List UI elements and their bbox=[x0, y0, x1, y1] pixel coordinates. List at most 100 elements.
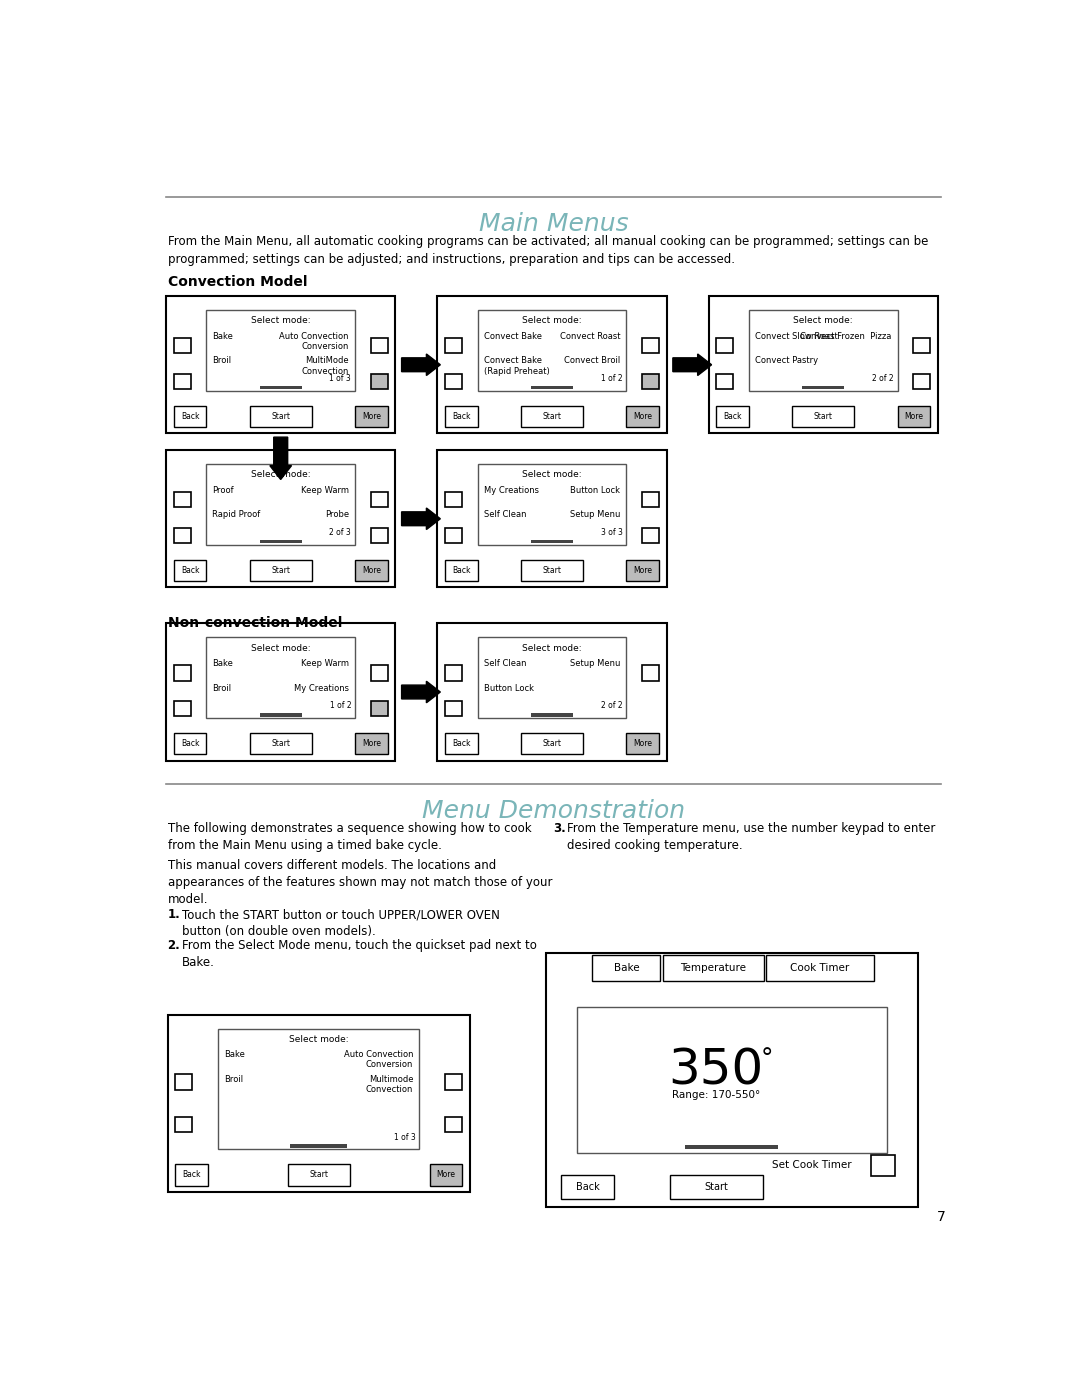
Text: More: More bbox=[904, 412, 923, 420]
Text: Back: Back bbox=[453, 566, 471, 574]
Bar bbox=[445, 405, 477, 427]
Text: Select mode:: Select mode: bbox=[251, 471, 311, 479]
Text: Broil: Broil bbox=[213, 356, 231, 365]
Bar bbox=[445, 701, 462, 717]
Text: Convection Model: Convection Model bbox=[167, 275, 307, 289]
Text: Self Clean: Self Clean bbox=[484, 510, 526, 520]
Bar bbox=[716, 373, 733, 388]
Bar bbox=[370, 701, 388, 717]
Text: More: More bbox=[436, 1171, 456, 1179]
Text: Back: Back bbox=[576, 1182, 599, 1192]
Text: More: More bbox=[362, 566, 381, 574]
Bar bbox=[430, 1164, 462, 1186]
Bar bbox=[913, 338, 930, 353]
Text: Back: Back bbox=[453, 412, 471, 420]
Text: More: More bbox=[633, 739, 652, 749]
Bar bbox=[249, 560, 312, 581]
Bar bbox=[437, 296, 666, 433]
Text: Bake: Bake bbox=[213, 659, 233, 668]
Text: Button Lock: Button Lock bbox=[484, 683, 534, 693]
Text: Bake: Bake bbox=[613, 963, 639, 972]
Text: Temperature: Temperature bbox=[680, 963, 746, 972]
Bar bbox=[445, 1116, 462, 1132]
Bar bbox=[626, 733, 659, 754]
Bar bbox=[626, 405, 659, 427]
Bar bbox=[260, 386, 301, 390]
Bar bbox=[642, 528, 659, 543]
Bar bbox=[174, 373, 191, 388]
Bar bbox=[445, 665, 462, 680]
Bar bbox=[642, 373, 659, 388]
Text: From the Temperature menu, use the number keypad to enter
desired cooking temper: From the Temperature menu, use the numbe… bbox=[567, 823, 936, 852]
Bar bbox=[206, 637, 355, 718]
Text: Probe: Probe bbox=[325, 510, 349, 520]
Bar bbox=[445, 528, 462, 543]
Text: Start: Start bbox=[542, 566, 562, 574]
Text: Auto Convection
Conversion: Auto Convection Conversion bbox=[280, 331, 349, 351]
Bar bbox=[913, 373, 930, 388]
Bar bbox=[670, 1175, 762, 1200]
Text: Self Clean: Self Clean bbox=[484, 659, 526, 668]
Text: Bake: Bake bbox=[225, 1051, 245, 1059]
Bar bbox=[174, 733, 206, 754]
Bar bbox=[174, 701, 191, 717]
Text: 1 of 3: 1 of 3 bbox=[394, 1133, 416, 1141]
Text: Multimode
Convection: Multimode Convection bbox=[366, 1074, 414, 1094]
Bar bbox=[370, 492, 388, 507]
Text: Non-convection Model: Non-convection Model bbox=[167, 616, 342, 630]
Bar bbox=[174, 405, 206, 427]
Text: Menu Demonstration: Menu Demonstration bbox=[422, 799, 685, 823]
Text: More: More bbox=[362, 739, 381, 749]
Bar bbox=[260, 712, 301, 717]
Bar bbox=[531, 539, 572, 543]
Bar bbox=[521, 560, 583, 581]
Text: 2 of 3: 2 of 3 bbox=[329, 528, 351, 538]
Text: More: More bbox=[362, 412, 381, 420]
Text: 3.: 3. bbox=[554, 823, 566, 835]
Bar bbox=[445, 1074, 462, 1090]
Text: Start: Start bbox=[271, 566, 291, 574]
FancyArrow shape bbox=[673, 353, 712, 376]
Bar bbox=[766, 954, 875, 981]
Bar bbox=[174, 338, 191, 353]
Text: MultiMode
Convection: MultiMode Convection bbox=[301, 356, 349, 376]
Text: Select mode:: Select mode: bbox=[251, 644, 311, 652]
Text: From the Main Menu, all automatic cooking programs can be activated; all manual : From the Main Menu, all automatic cookin… bbox=[167, 236, 928, 267]
Text: Start: Start bbox=[542, 739, 562, 749]
Bar bbox=[370, 338, 388, 353]
Bar bbox=[642, 492, 659, 507]
Text: Start: Start bbox=[309, 1171, 328, 1179]
Bar bbox=[355, 405, 388, 427]
Text: This manual covers different models. The locations and
appearances of the featur: This manual covers different models. The… bbox=[167, 859, 552, 907]
Bar bbox=[477, 464, 626, 545]
Text: Select mode:: Select mode: bbox=[794, 316, 853, 326]
Text: Convect Broil: Convect Broil bbox=[564, 356, 620, 365]
Text: Bake: Bake bbox=[213, 331, 233, 341]
FancyArrow shape bbox=[402, 353, 441, 376]
Bar bbox=[370, 665, 388, 680]
Bar bbox=[206, 464, 355, 545]
Bar bbox=[642, 665, 659, 680]
Bar bbox=[577, 1007, 887, 1154]
Bar bbox=[355, 733, 388, 754]
Text: My Creations: My Creations bbox=[484, 486, 539, 495]
Text: Back: Back bbox=[453, 739, 471, 749]
FancyArrow shape bbox=[402, 509, 441, 529]
Bar bbox=[437, 623, 666, 760]
Bar bbox=[663, 954, 764, 981]
Bar bbox=[545, 953, 918, 1207]
FancyArrow shape bbox=[270, 437, 292, 479]
Text: Touch the START button or touch UPPER/LOWER OVEN
button (on double oven models).: Touch the START button or touch UPPER/LO… bbox=[181, 908, 499, 939]
Text: More: More bbox=[633, 566, 652, 574]
Bar bbox=[166, 450, 395, 587]
Text: Broil: Broil bbox=[225, 1074, 243, 1084]
Text: Range: 170-550°: Range: 170-550° bbox=[672, 1091, 760, 1101]
Bar bbox=[445, 492, 462, 507]
Text: 350: 350 bbox=[669, 1046, 764, 1095]
Text: Select mode:: Select mode: bbox=[251, 316, 311, 326]
Bar bbox=[174, 492, 191, 507]
Text: The following demonstrates a sequence showing how to cook
from the Main Menu usi: The following demonstrates a sequence sh… bbox=[167, 823, 531, 852]
Text: Main Menus: Main Menus bbox=[478, 212, 629, 236]
Text: Select mode:: Select mode: bbox=[522, 316, 582, 326]
Bar bbox=[708, 296, 937, 433]
